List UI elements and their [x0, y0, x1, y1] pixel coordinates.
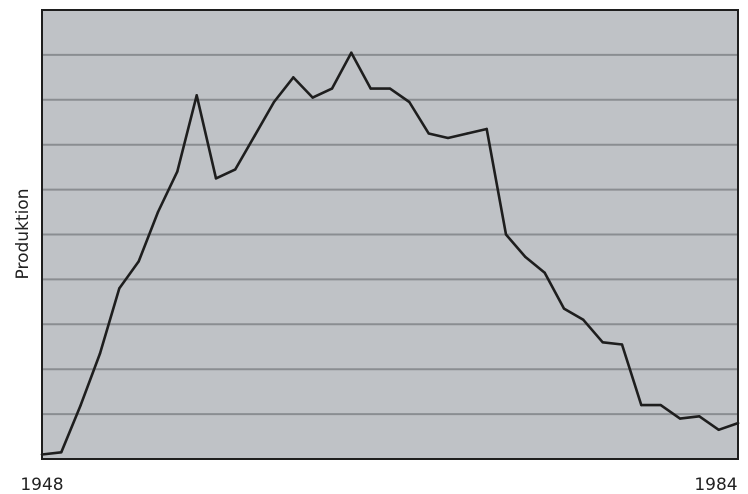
data-point-1964	[350, 51, 353, 54]
data-point-1962	[311, 96, 314, 99]
data-point-1969	[446, 136, 450, 140]
data-point-1979	[640, 403, 643, 407]
x-tick-label-end: 1984	[694, 475, 737, 494]
data-point-1949	[60, 451, 63, 454]
data-point-1951	[98, 352, 102, 355]
x-tick-label-start: 1948	[20, 475, 63, 494]
data-point-1977	[601, 341, 604, 344]
data-point-1955	[176, 170, 179, 173]
data-point-1978	[620, 343, 624, 346]
data-point-1950	[79, 403, 82, 407]
data-point-1975	[562, 307, 566, 310]
data-point-1972	[504, 233, 508, 236]
data-point-1963	[330, 87, 334, 90]
data-point-1956	[195, 94, 198, 97]
data-point-1965	[369, 87, 372, 90]
data-point-1958	[234, 168, 237, 171]
data-point-1968	[427, 132, 430, 135]
data-point-1974	[543, 271, 546, 274]
data-point-1952	[118, 287, 121, 290]
plot-frame	[41, 9, 739, 460]
data-point-1976	[582, 318, 585, 322]
data-point-1983	[717, 428, 720, 432]
data-point-1967	[408, 100, 411, 104]
data-point-1953	[137, 260, 140, 263]
data-point-1960	[272, 100, 276, 104]
y-axis-label: Produktion	[13, 189, 33, 280]
data-point-1971	[485, 127, 488, 131]
data-point-1980	[659, 403, 662, 407]
gridlines	[42, 53, 738, 416]
data-point-1954	[156, 210, 160, 214]
data-point-1959	[253, 134, 256, 137]
data-point-1973	[524, 255, 527, 259]
data-point-1982	[698, 415, 701, 418]
data-point-1961	[292, 76, 295, 79]
data-point-1966	[388, 87, 392, 90]
data-point-1970	[466, 132, 469, 135]
data-point-1981	[678, 417, 682, 420]
data-point-1957	[214, 177, 218, 180]
